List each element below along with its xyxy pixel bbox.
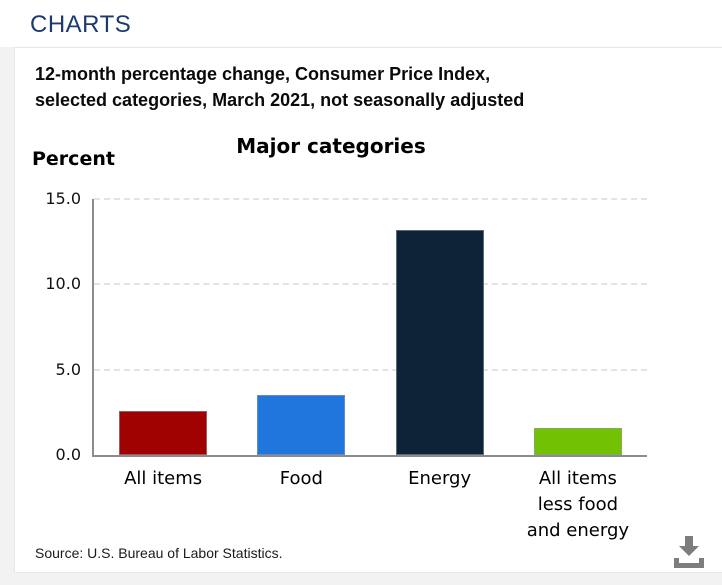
x-axis-label: All items xyxy=(124,468,203,489)
x-axis-label: Food xyxy=(279,468,323,489)
bar-food[interactable] xyxy=(257,395,346,455)
y-axis-unit-label: Percent xyxy=(32,148,115,170)
plot-area xyxy=(92,198,647,457)
x-axis-label: Energy xyxy=(408,468,472,489)
chart-title: Major categories xyxy=(236,134,426,158)
x-axis-label: All items less food and energy xyxy=(526,468,630,541)
y-gridline xyxy=(94,198,647,200)
bar-all-items[interactable] xyxy=(119,410,208,455)
y-tick-label: 10.0 xyxy=(45,274,81,294)
bar-all-items[interactable] xyxy=(533,427,622,455)
page-title: CHARTS xyxy=(30,11,132,38)
x-axis-line xyxy=(92,455,647,457)
y-axis-ticks: 15.0 10.0 5.0 0.0 xyxy=(19,189,81,464)
x-axis-labels: All items Food Energy All items less food a… xyxy=(94,466,647,556)
chart-subtitle-line-2: selected categories, March 2021, not sea… xyxy=(35,90,525,110)
bar-energy[interactable] xyxy=(395,229,484,455)
chart-subtitle: 12-month percentage change, Consumer Pri… xyxy=(35,61,635,113)
y-axis-line xyxy=(92,199,94,457)
y-gridline xyxy=(94,283,647,286)
y-tick-label: 15.0 xyxy=(45,189,81,208)
page-header: CHARTS xyxy=(0,0,722,47)
y-tick-label: 5.0 xyxy=(55,359,81,379)
download-icon xyxy=(674,536,704,568)
source-note: Source: U.S. Bureau of Labor Statistics. xyxy=(35,545,283,561)
chart-subtitle-line-1: 12-month percentage change, Consumer Pri… xyxy=(35,64,491,84)
download-button[interactable] xyxy=(672,534,706,572)
y-gridline xyxy=(94,368,647,371)
chart-card: 12-month percentage change, Consumer Pri… xyxy=(14,47,722,573)
y-tick-label: 0.0 xyxy=(55,445,81,464)
